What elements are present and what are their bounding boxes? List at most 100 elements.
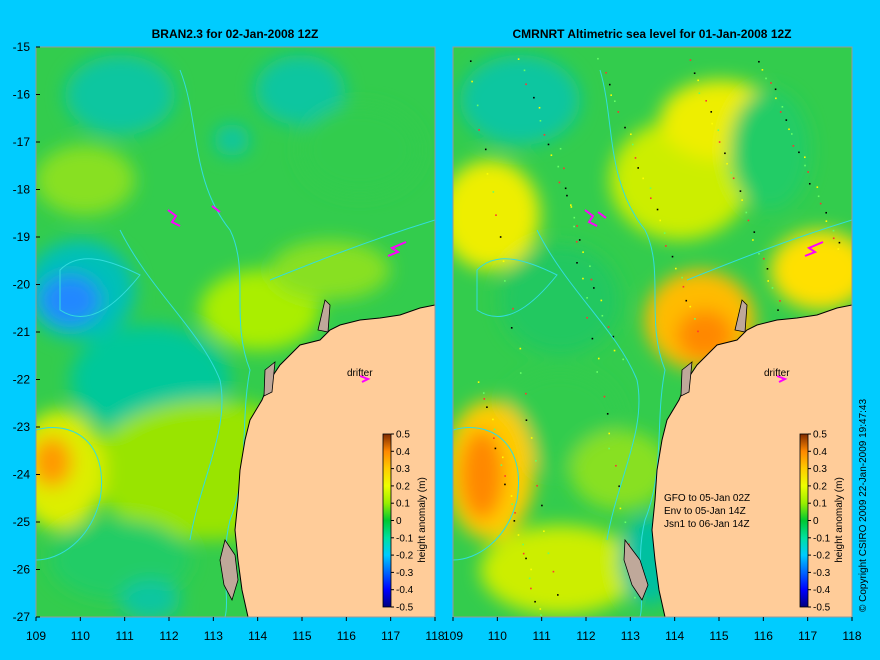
satellite-track-point <box>622 358 624 361</box>
satellite-track-point <box>771 287 774 289</box>
satellite-track-point <box>630 133 632 136</box>
satellite-track-point <box>600 299 603 302</box>
satellite-track-point <box>689 305 692 308</box>
satellite-track-point <box>514 512 516 514</box>
satellite-track-point <box>693 72 696 75</box>
lon-tick-label: 112 <box>159 629 178 643</box>
colorbar-tick-label: 0.3 <box>396 464 410 475</box>
right-satellite-annotations: GFO to 05-Jan 02Z Env to 05-Jan 14Z Jsn1… <box>664 493 750 530</box>
satellite-track-point <box>608 432 611 435</box>
lon-tick-label: 111 <box>533 629 552 643</box>
satellite-track-point <box>522 552 525 555</box>
satellite-track-point <box>499 236 502 238</box>
satellite-track-point <box>698 92 701 94</box>
left-panel-title: BRAN2.3 for 02-Jan-2008 12Z <box>152 27 319 41</box>
satellite-track-point <box>711 122 713 125</box>
satellite-track-point <box>586 297 588 299</box>
satellite-track-point <box>493 437 495 439</box>
satellite-track-point <box>790 133 793 135</box>
satellite-track-point <box>607 326 610 328</box>
satellite-track-point <box>543 530 545 533</box>
satellite-track-point <box>665 245 667 247</box>
satellite-track-point <box>530 587 532 590</box>
satellite-track-point <box>804 164 806 167</box>
satellite-track-point <box>838 241 841 244</box>
satellite-track-point <box>559 147 562 150</box>
right-map-field: drifter GFO to 05-Jan 02Z Env to 05-Jan … <box>453 47 852 617</box>
lon-tick-label: 118 <box>425 629 444 643</box>
satellite-track-point <box>471 80 473 83</box>
satellite-track-point <box>613 349 616 352</box>
satellite-track-point <box>649 197 652 200</box>
lon-tick-label: 111 <box>116 629 135 643</box>
right-drifter-tracks <box>584 209 824 383</box>
gfo-annotation: GFO to 05-Jan 02Z <box>664 493 750 504</box>
satellite-track-point <box>682 285 685 288</box>
satellite-track-point <box>825 220 828 222</box>
lon-tick-label: 112 <box>576 629 595 643</box>
satellite-track-point <box>530 568 532 571</box>
colorbar-tick-label: -0.4 <box>396 585 414 596</box>
satellite-track-point <box>513 520 516 522</box>
satellite-track-point <box>511 503 513 506</box>
satellite-track-point <box>495 214 497 216</box>
satellite-track-point <box>510 495 513 497</box>
satellite-track-point <box>808 182 811 185</box>
satellite-track-point <box>504 475 506 477</box>
satellite-track-point <box>753 231 756 233</box>
satellite-track-point <box>492 191 495 193</box>
lat-tick-label: -15 <box>13 40 31 54</box>
lon-tick-label: 114 <box>248 629 267 643</box>
satellite-track-point <box>685 299 688 302</box>
colorbar-tick-label: -0.5 <box>813 603 831 614</box>
lon-tick-label: 118 <box>842 629 861 643</box>
lon-tick-label: 109 <box>443 629 463 643</box>
satellite-track-point <box>525 83 527 86</box>
satellite-track-point <box>576 262 578 264</box>
satellite-track-point <box>543 134 546 136</box>
satellite-track-point <box>816 186 819 188</box>
satellite-track-point <box>570 206 573 208</box>
satellite-track-point <box>501 456 504 459</box>
satellite-track-point <box>552 570 555 573</box>
satellite-track-point <box>619 507 622 510</box>
satellite-track-point <box>681 276 683 279</box>
satellite-track-point <box>605 71 607 74</box>
satellite-track-point <box>726 162 728 165</box>
satellite-track-point <box>832 237 835 240</box>
satellite-track-point <box>649 187 652 190</box>
lat-tick-label: -17 <box>13 135 31 149</box>
satellite-track-point <box>535 460 537 462</box>
satellite-track-point <box>525 392 527 395</box>
satellite-track-point <box>576 225 578 227</box>
satellite-track-point <box>586 316 588 319</box>
satellite-track-point <box>659 219 662 222</box>
satellite-track-point <box>767 280 770 282</box>
satellite-track-point <box>777 309 779 311</box>
satellite-track-point <box>570 204 572 206</box>
lat-tick-label: -21 <box>13 325 31 339</box>
satellite-track-point <box>564 187 567 190</box>
satellite-track-point <box>788 128 790 131</box>
satellite-track-point <box>779 111 782 113</box>
lon-tick-label: 116 <box>754 629 773 643</box>
satellite-track-point <box>817 195 820 198</box>
satellite-track-point <box>525 419 528 421</box>
lon-tick-label: 117 <box>381 629 400 643</box>
satellite-track-point <box>525 557 527 560</box>
satellite-track-point <box>758 252 760 255</box>
lat-tick-label: -24 <box>13 468 31 482</box>
colorbar-tick-label: -0.2 <box>396 551 414 562</box>
left-drifter-label: drifter <box>347 368 373 379</box>
satellite-track-point <box>747 219 750 222</box>
lon-tick-label: 116 <box>337 629 356 643</box>
satellite-track-point <box>804 156 806 159</box>
jsn1-annotation: Jsn1 to 06-Jan 14Z <box>664 519 750 530</box>
satellite-track-point <box>536 484 538 487</box>
satellite-track-point <box>634 157 637 159</box>
satellite-track-point <box>547 143 550 146</box>
satellite-track-point <box>539 119 542 122</box>
satellite-track-point <box>617 111 620 113</box>
satellite-track-point <box>637 167 639 169</box>
satellite-track-point <box>837 248 840 250</box>
